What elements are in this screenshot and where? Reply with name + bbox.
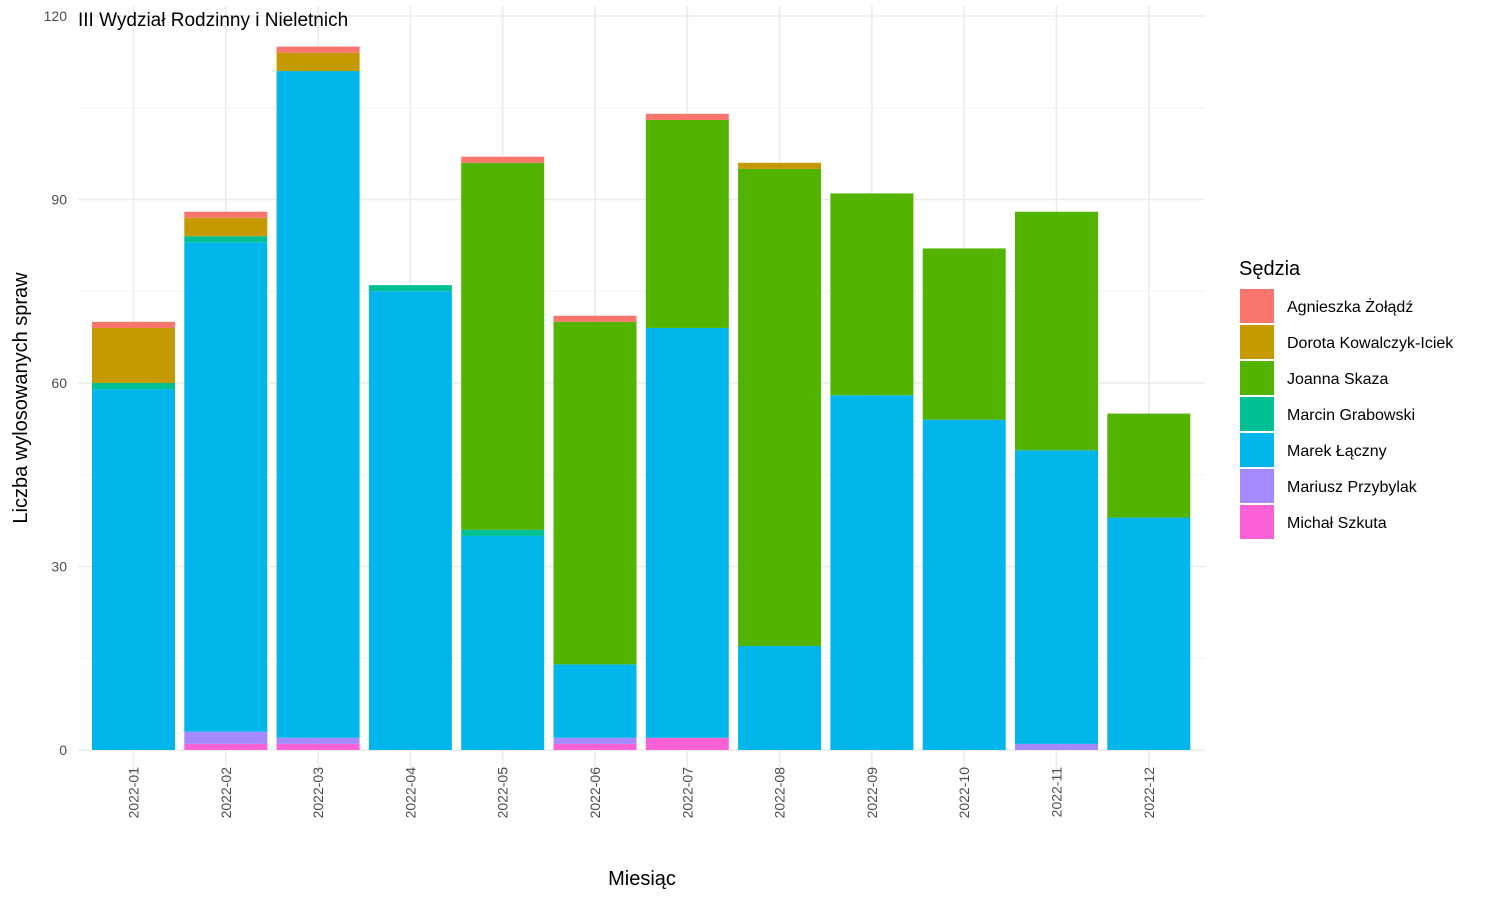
bars [92,46,1191,750]
y-tick-label: 120 [44,8,68,24]
bar-segment [92,389,175,750]
x-axis-title: Miesiąc [608,868,676,890]
bar-segment [276,71,360,738]
bar-segment [553,315,637,322]
bar-segment [922,248,1006,420]
legend-item: Marcin Grabowski [1240,397,1415,431]
x-tick-label: 2022-08 [772,767,788,819]
bar-segment [92,321,175,328]
bar-segment [1015,743,1098,750]
x-tick-label: 2022-04 [402,767,418,819]
y-tick-label: 90 [51,192,67,208]
legend-item: Agnieszka Żołądź [1240,289,1413,323]
bar-segment [830,193,914,396]
x-tick-label: 2022-05 [495,767,511,819]
bar-segment [645,327,729,738]
legend-item: Mariusz Przybylak [1240,469,1418,503]
legend-key [1240,361,1274,395]
legend-item: Joanna Skaza [1240,361,1389,395]
legend-label: Agnieszka Żołądź [1287,297,1413,316]
legend-label: Dorota Kowalczyk-Iciek [1287,335,1454,352]
bar-segment [461,156,545,163]
chart-title: III Wydział Rodzinny i Nieletnich [78,10,348,31]
bar-segment [276,737,360,744]
bar-segment [738,162,822,169]
legend-label: Marcin Grabowski [1287,407,1415,424]
bar-segment [184,236,268,243]
legend-label: Joanna Skaza [1287,371,1389,388]
bar-segment [1107,517,1191,750]
legend-items: Agnieszka Żołądź Dorota Kowalczyk-Iciek Jo… [1240,289,1454,539]
bar-segment [645,119,729,328]
legend-key [1240,325,1274,359]
bar-segment [184,242,268,732]
y-tick-label: 0 [59,742,67,758]
legend-label: Michał Szkuta [1287,515,1387,532]
x-tick-label: 2022-09 [864,767,880,819]
bar-segment [184,211,268,218]
bar-segment [830,395,914,750]
bar-segment [461,529,545,536]
x-tick-label: 2022-01 [126,767,142,819]
bar-segment [553,664,637,738]
x-tick-label: 2022-06 [587,767,603,819]
x-tick-label: 2022-03 [310,767,326,819]
bar-segment [645,737,729,750]
bar-segment [1107,413,1191,518]
bar-segment [922,419,1006,750]
bar-segment [461,162,545,530]
bar-segment [1015,211,1098,451]
bar-segment [184,217,268,237]
bar-segment [276,743,360,750]
bar-segment [184,743,268,750]
x-tick-label: 2022-10 [956,767,972,819]
bar-segment [553,743,637,750]
legend-title: Sędzia [1239,258,1301,280]
legend-key [1240,397,1274,431]
bar-segment [276,46,360,53]
legend-key [1240,469,1274,503]
bar-segment [738,168,822,647]
bar-segment [738,646,822,750]
bar-segment [645,113,729,120]
bar-segment [553,321,637,665]
x-tick-label: 2022-12 [1141,767,1157,819]
x-tick-label: 2022-11 [1049,767,1065,818]
bar-segment [461,535,545,750]
bar-segment [1015,450,1098,744]
legend-label: Marek Łączny [1287,443,1387,460]
x-tick-label: 2022-07 [679,767,695,819]
x-tick-label: 2022-02 [218,767,234,819]
x-tick-labels: 2022-01 2022-02 2022-03 2022-04 2022-05 2022-… [126,767,1157,819]
legend-key [1240,433,1274,467]
legend-key [1240,505,1274,539]
bar-segment [368,291,452,750]
legend: Sędzia Agnieszka Żołądź Dorota Kowalczyk-… [1239,258,1454,539]
bar-segment [184,731,268,744]
bar-segment [92,327,175,383]
bar-segment [368,285,452,292]
legend-item: Marek Łączny [1240,433,1387,467]
legend-key [1240,289,1274,323]
y-tick-label: 30 [51,559,67,575]
legend-item: Michał Szkuta [1240,505,1387,539]
bar-segment [276,52,360,72]
legend-label: Mariusz Przybylak [1287,479,1418,496]
y-tick-labels: 0 30 60 90 120 [44,8,68,758]
y-tick-label: 60 [51,375,67,391]
y-axis-title: Liczba wylosowanych spraw [10,272,32,524]
bar-segment [92,383,175,390]
bar-segment [553,737,637,744]
legend-item: Dorota Kowalczyk-Iciek [1240,325,1454,359]
